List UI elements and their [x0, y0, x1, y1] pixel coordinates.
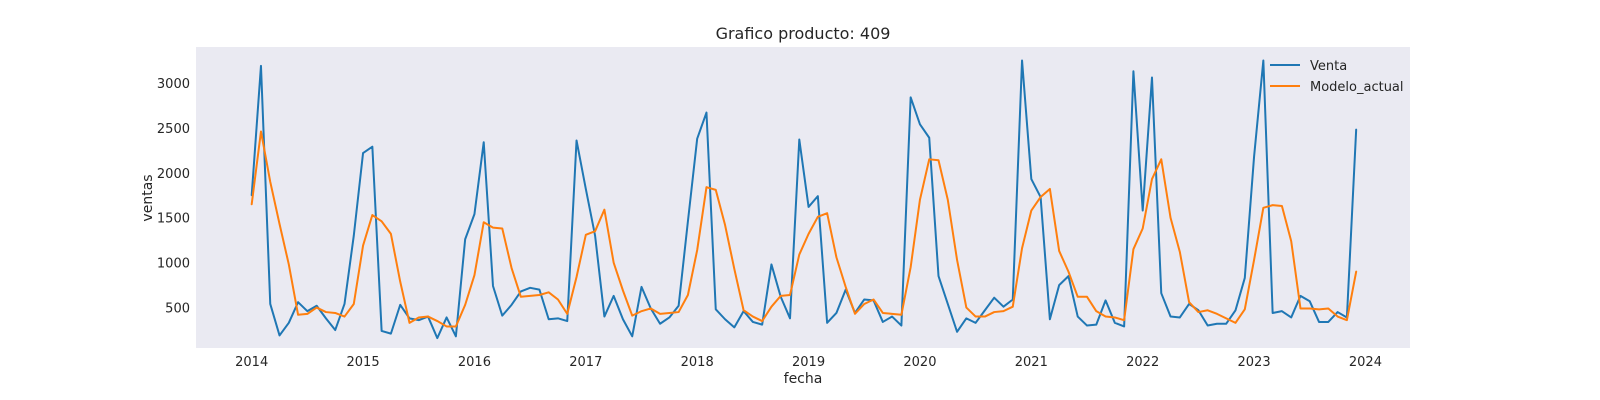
y-axis-label: ventas: [140, 174, 156, 221]
y-tick-label: 1000: [157, 257, 190, 272]
y-tick-label: 3000: [157, 77, 190, 92]
x-tick-label: 2017: [569, 355, 602, 370]
plot-background: [196, 47, 1410, 348]
series-line-venta: [250, 59, 1358, 340]
y-tick-label: 1500: [157, 212, 190, 227]
x-tick-label: 2014: [235, 355, 268, 370]
legend-label: Venta: [1310, 59, 1347, 74]
y-tick-label: 2000: [157, 167, 190, 182]
y-tick-label: 500: [165, 302, 190, 317]
legend-label: Modelo_actual: [1310, 80, 1404, 95]
x-tick-label: 2022: [1126, 355, 1159, 370]
y-axis: 500 1000 1500 2000 2500 3000: [157, 77, 190, 317]
legend: Venta Modelo_actual: [1270, 59, 1404, 95]
x-tick-label: 2024: [1349, 355, 1382, 370]
chart-title: Grafico producto: 409: [716, 24, 891, 43]
x-tick-label: 2023: [1238, 355, 1271, 370]
x-tick-label: 2019: [792, 355, 825, 370]
series-line-modelo-actual: [250, 130, 1358, 328]
y-tick-label: 2500: [157, 122, 190, 137]
x-tick-label: 2018: [681, 355, 714, 370]
x-tick-label: 2016: [458, 355, 491, 370]
x-axis-label: fecha: [784, 371, 823, 387]
x-axis: 2014 2015 2016 2017 2018 2019 2020 2021 2022 2023…: [235, 355, 1382, 370]
series-layer: [250, 59, 1358, 340]
x-tick-label: 2015: [347, 355, 380, 370]
x-tick-label: 2021: [1015, 355, 1048, 370]
x-tick-label: 2020: [903, 355, 936, 370]
